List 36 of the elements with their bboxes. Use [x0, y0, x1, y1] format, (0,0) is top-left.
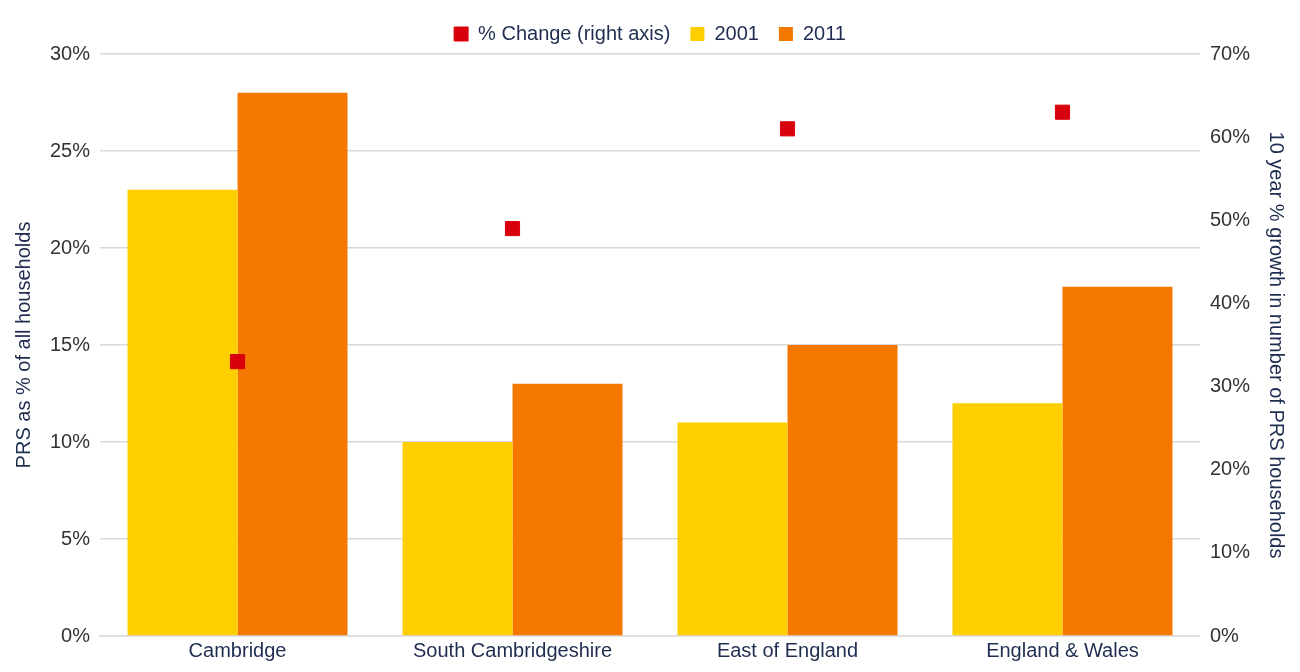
- y2-tick-label: 20%: [1209, 457, 1251, 480]
- bar: [1062, 286, 1173, 636]
- bar: [787, 345, 898, 636]
- y2-tick-label: 30%: [1209, 374, 1251, 397]
- y2-tick-label: 40%: [1209, 290, 1251, 313]
- bar: [237, 92, 348, 636]
- y2-tick-label: 0%: [1209, 623, 1240, 646]
- bar: [512, 383, 623, 636]
- y2-tick-label: 50%: [1209, 207, 1251, 230]
- y-axis-title: PRS as % of all households: [11, 221, 34, 469]
- y2-axis-title: 10 year % growth in number of PRS households: [1266, 131, 1289, 559]
- bar: [127, 189, 238, 636]
- y-tick-label: 0%: [61, 623, 91, 646]
- y-tick-label: 30%: [50, 41, 91, 64]
- y2-tick-label: 60%: [1209, 124, 1251, 147]
- bar: [952, 403, 1063, 636]
- point: [779, 121, 796, 137]
- y2-tick-label: 10%: [1209, 540, 1251, 563]
- y-tick-label: 20%: [50, 235, 91, 258]
- legend-label: % Change (right axis): [478, 21, 671, 44]
- x-tick-label: England & Wales: [986, 638, 1139, 661]
- legend-label: 2011: [802, 21, 846, 44]
- bar: [677, 422, 788, 636]
- y-tick-label: 15%: [50, 332, 91, 355]
- point: [504, 221, 521, 237]
- y2-tick-label: 70%: [1209, 41, 1251, 64]
- y-tick-label: 5%: [61, 526, 91, 549]
- point: [229, 354, 246, 370]
- x-tick-label: South Cambridgeshire: [413, 638, 613, 661]
- point: [1054, 104, 1071, 120]
- x-tick-label: Cambridge: [188, 638, 287, 661]
- legend-label: 2001: [714, 21, 759, 44]
- x-tick-label: East of England: [716, 638, 859, 661]
- y-tick-label: 10%: [50, 429, 91, 452]
- bar: [402, 442, 513, 636]
- y-tick-label: 25%: [50, 138, 91, 161]
